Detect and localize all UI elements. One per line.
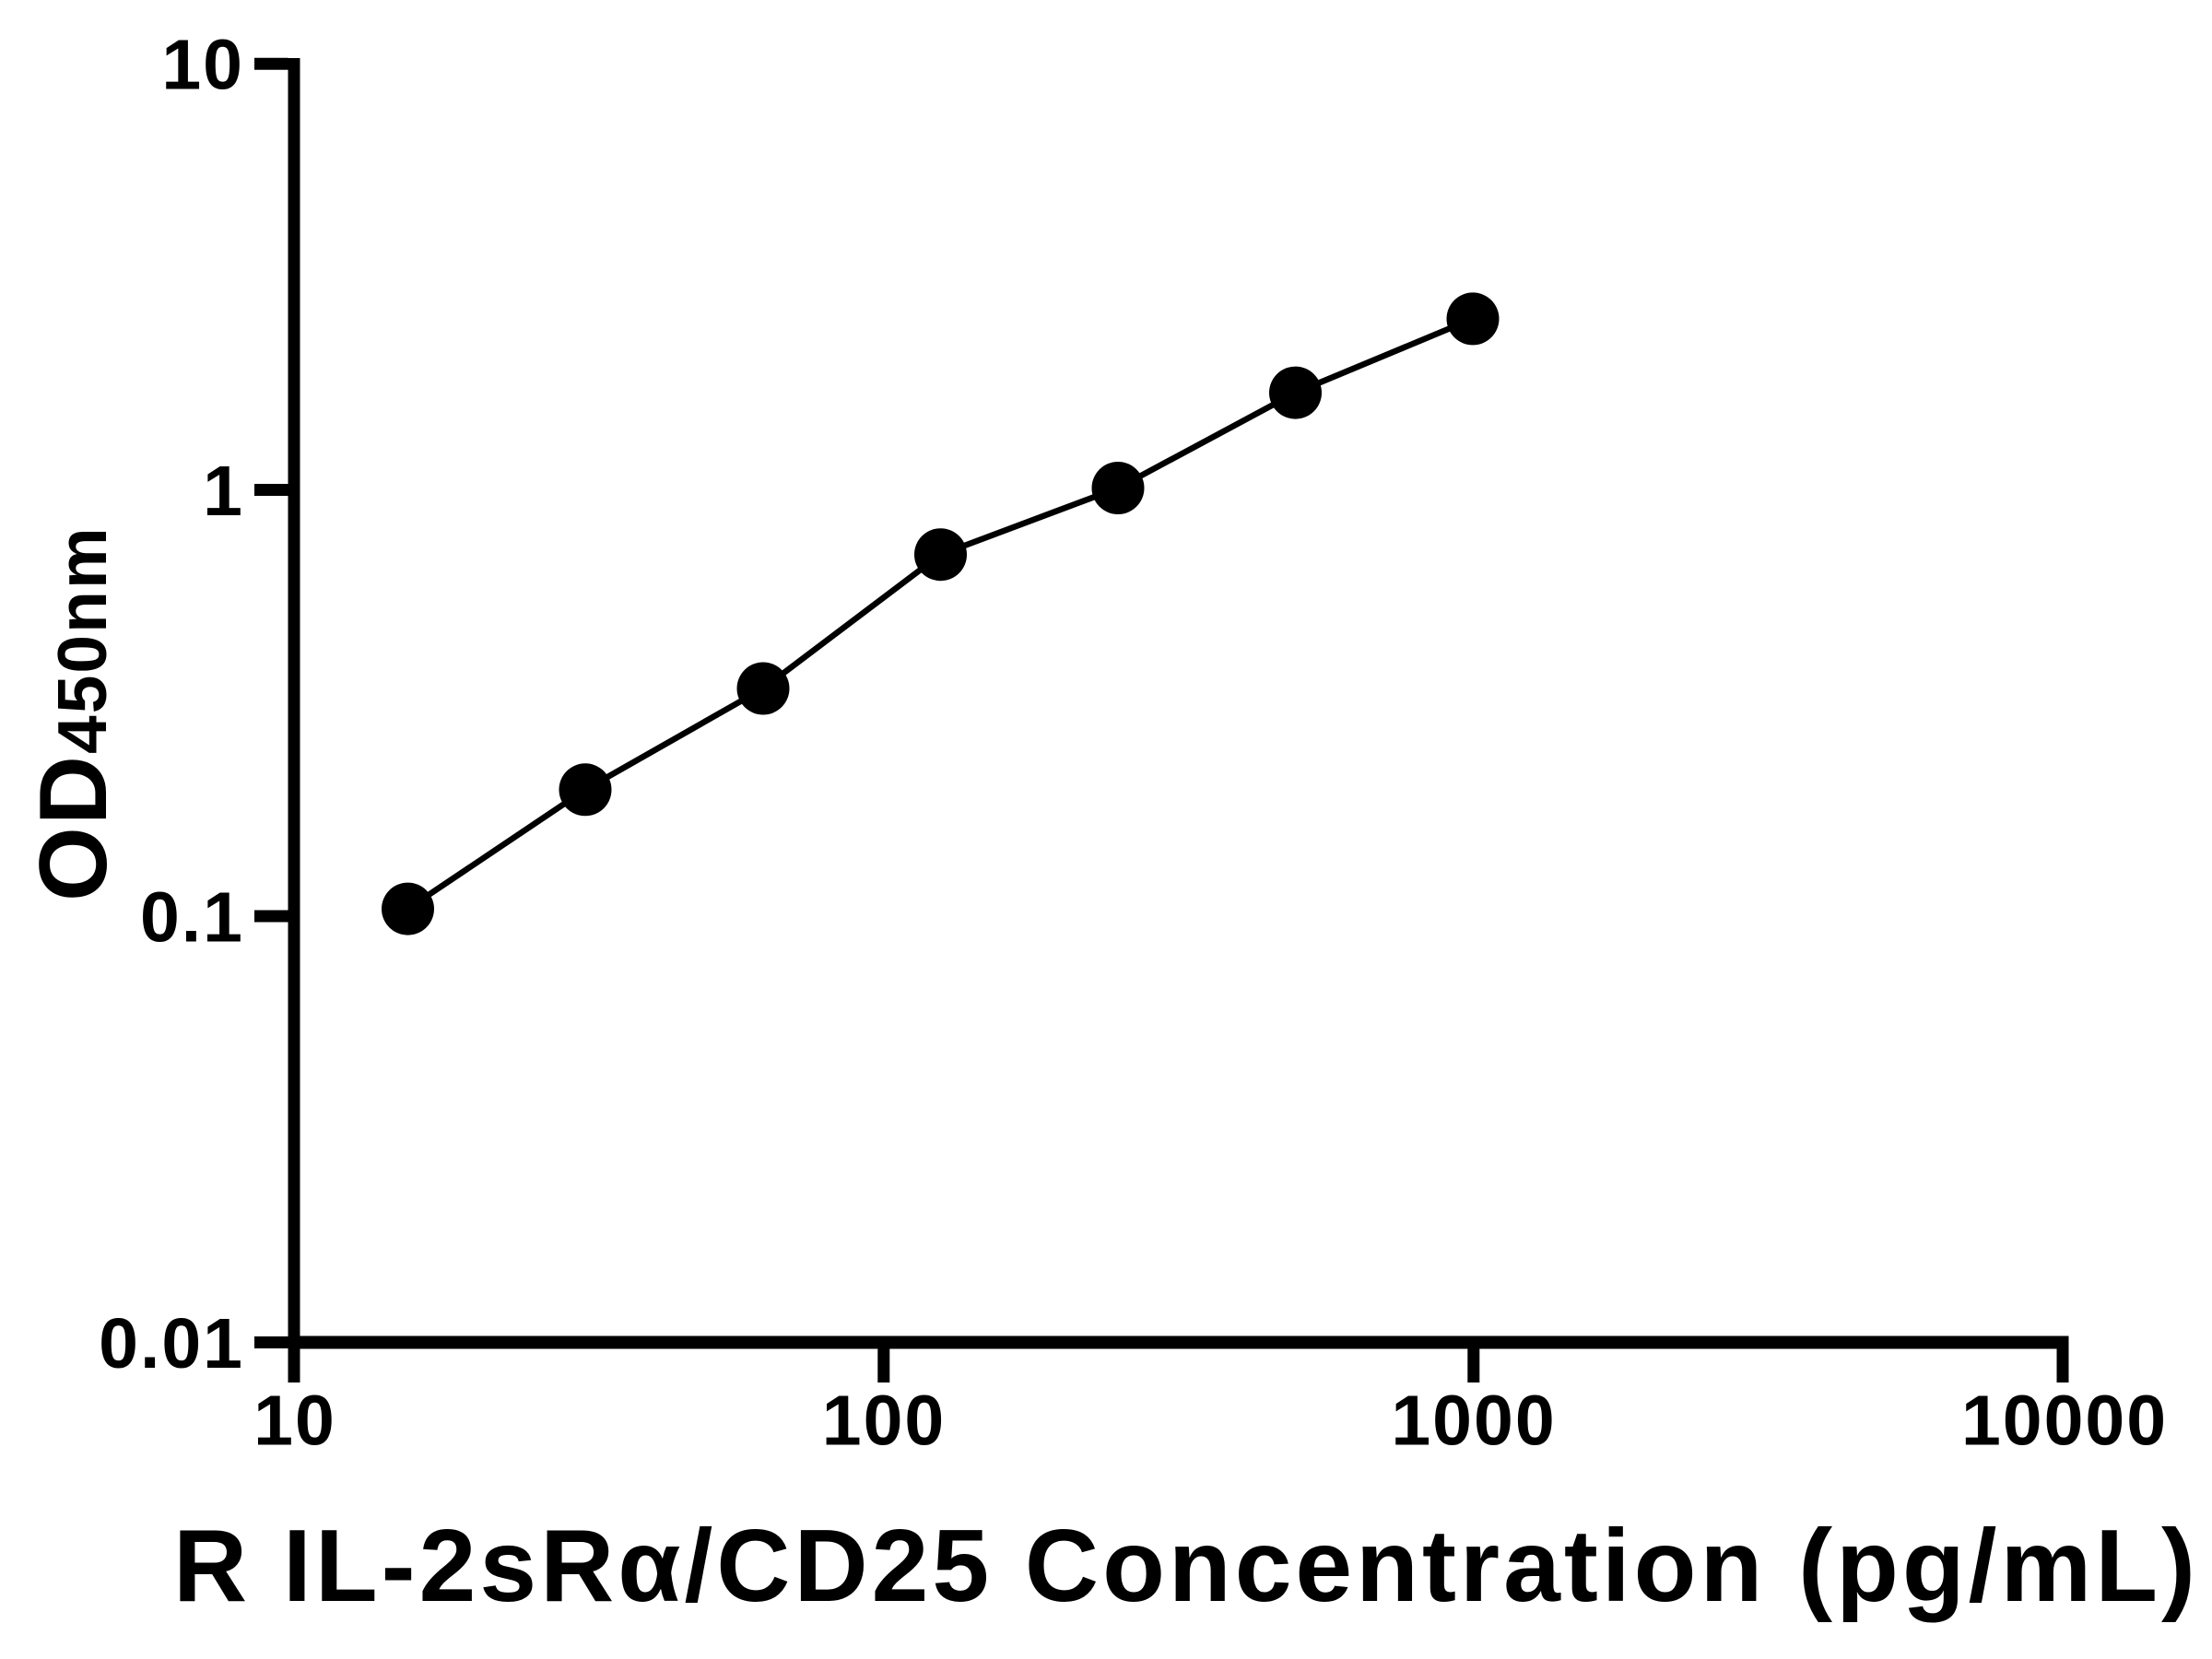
svg-text:1: 1 (203, 452, 244, 531)
svg-text:10: 10 (253, 1382, 336, 1461)
svg-text:1000: 1000 (1391, 1382, 1556, 1461)
svg-text:OD450nm: OD450nm (20, 525, 127, 901)
svg-text:0.01: 0.01 (99, 1304, 244, 1383)
svg-text:0.1: 0.1 (140, 877, 244, 957)
svg-text:10: 10 (161, 26, 244, 105)
svg-text:R IL-2sRα/CD25 Concentration (: R IL-2sRα/CD25 Concentration (pg/mL) (173, 1509, 2199, 1623)
svg-text:10000: 10000 (1961, 1382, 2168, 1461)
svg-text:100: 100 (822, 1382, 946, 1461)
